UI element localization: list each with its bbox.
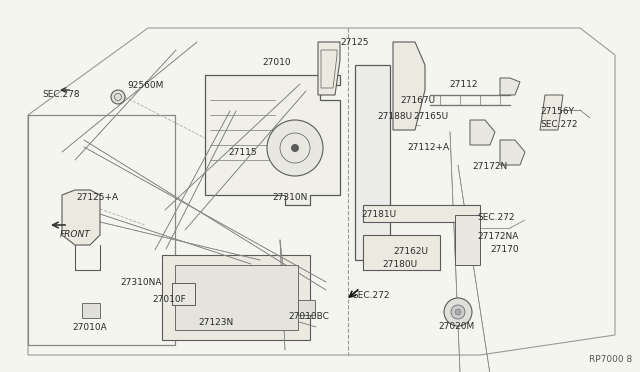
Polygon shape bbox=[355, 65, 390, 260]
Text: 27020M: 27020M bbox=[438, 322, 474, 331]
Polygon shape bbox=[455, 215, 480, 265]
Text: 27310NA: 27310NA bbox=[120, 278, 161, 287]
Text: 27310N: 27310N bbox=[272, 193, 307, 202]
Text: 27165U: 27165U bbox=[413, 112, 448, 121]
Circle shape bbox=[267, 120, 323, 176]
Polygon shape bbox=[540, 95, 563, 130]
Polygon shape bbox=[62, 190, 100, 245]
Text: SEC.272: SEC.272 bbox=[540, 120, 577, 129]
Text: 27156Y: 27156Y bbox=[540, 107, 574, 116]
Text: 27180U: 27180U bbox=[382, 260, 417, 269]
Text: 27125+A: 27125+A bbox=[76, 193, 118, 202]
Polygon shape bbox=[470, 120, 495, 145]
Text: 27172NA: 27172NA bbox=[477, 232, 518, 241]
Text: SEC.272: SEC.272 bbox=[352, 291, 390, 300]
Polygon shape bbox=[175, 265, 298, 330]
Text: 27010A: 27010A bbox=[72, 323, 107, 332]
Circle shape bbox=[455, 309, 461, 315]
Circle shape bbox=[291, 144, 299, 152]
Text: 27167U: 27167U bbox=[400, 96, 435, 105]
Polygon shape bbox=[500, 78, 520, 95]
Text: 27172N: 27172N bbox=[472, 162, 508, 171]
Text: 27115: 27115 bbox=[228, 148, 257, 157]
Polygon shape bbox=[500, 140, 525, 165]
Text: 27188U: 27188U bbox=[377, 112, 412, 121]
Text: RP7000 8: RP7000 8 bbox=[589, 355, 632, 364]
Text: 27162U: 27162U bbox=[393, 247, 428, 256]
Polygon shape bbox=[162, 255, 310, 340]
Text: 27112+A: 27112+A bbox=[407, 143, 449, 152]
Text: 27170: 27170 bbox=[490, 245, 518, 254]
Text: 92560M: 92560M bbox=[127, 81, 163, 90]
Text: 27010: 27010 bbox=[262, 58, 291, 67]
Polygon shape bbox=[205, 75, 340, 205]
Text: SEC.278: SEC.278 bbox=[42, 90, 79, 99]
Text: 27112: 27112 bbox=[449, 80, 477, 89]
Polygon shape bbox=[82, 303, 100, 318]
Polygon shape bbox=[363, 235, 440, 270]
Circle shape bbox=[111, 90, 125, 104]
Text: SEC.272: SEC.272 bbox=[477, 213, 515, 222]
Polygon shape bbox=[363, 205, 480, 222]
Circle shape bbox=[451, 305, 465, 319]
Polygon shape bbox=[298, 300, 315, 315]
Text: 27125: 27125 bbox=[340, 38, 369, 47]
Polygon shape bbox=[318, 42, 340, 95]
Polygon shape bbox=[393, 42, 425, 130]
Text: 27123N: 27123N bbox=[198, 318, 233, 327]
Text: 27181U: 27181U bbox=[361, 210, 396, 219]
Text: 27010F: 27010F bbox=[152, 295, 186, 304]
Polygon shape bbox=[172, 283, 195, 305]
Text: 27010BC: 27010BC bbox=[288, 312, 329, 321]
Circle shape bbox=[444, 298, 472, 326]
Text: FRONT: FRONT bbox=[60, 230, 91, 239]
